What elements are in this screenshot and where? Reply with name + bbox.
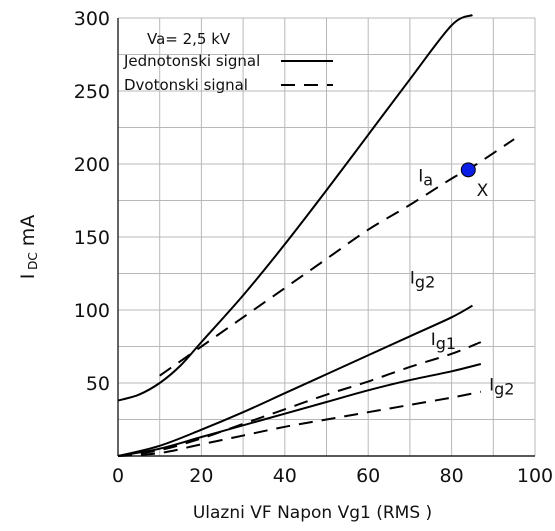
curve-annotation: Ia — [418, 167, 433, 190]
y-tick-label: 50 — [86, 373, 110, 395]
x-tick-label: 0 — [112, 465, 124, 487]
x-tick-label: 20 — [189, 465, 213, 487]
series-line-1 — [117, 14, 473, 402]
curve-annotation: Ig1 — [431, 330, 456, 353]
x-tick-label: 60 — [356, 465, 380, 487]
x-axis-label: Ulazni VF Napon Vg1 (RMS ) — [192, 503, 433, 523]
y-axis-label: I DC mA — [17, 215, 40, 280]
marker-label: X — [477, 181, 489, 201]
x-tick-label: 40 — [273, 465, 297, 487]
x-tick-label: 100 — [517, 465, 553, 487]
y-tick-label: 150 — [74, 227, 110, 249]
y-tick-label: 100 — [74, 300, 110, 322]
x-tick-label: 80 — [440, 465, 464, 487]
y-tick-label: 300 — [74, 8, 110, 30]
y-tick-label: 250 — [74, 81, 110, 103]
y-tick-label: 200 — [74, 154, 110, 176]
series-line-5 — [117, 363, 482, 457]
series-line-3 — [117, 304, 473, 457]
curve-annotation: Ig2 — [410, 269, 435, 292]
legend-header: Va= 2,5 kV — [147, 30, 231, 48]
series-line-6 — [117, 390, 481, 457]
series-line-2 — [159, 138, 515, 377]
legend-label: Dvotonski signal — [124, 76, 248, 94]
curve-annotation: Ig2 — [489, 375, 514, 398]
legend-label: Jednotonski signal — [123, 52, 260, 70]
series-line-4 — [117, 341, 482, 457]
marker-point — [460, 162, 476, 178]
